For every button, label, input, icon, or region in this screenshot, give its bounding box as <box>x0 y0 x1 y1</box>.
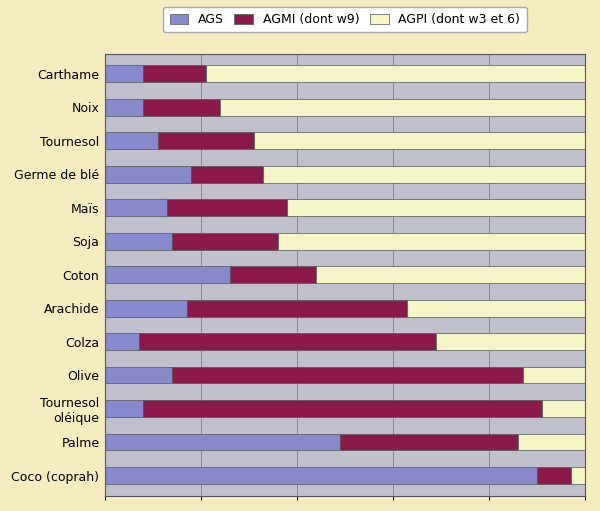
Bar <box>287 199 585 216</box>
Bar <box>571 467 585 484</box>
Bar <box>143 99 220 115</box>
Bar <box>187 300 407 316</box>
Bar <box>316 266 585 283</box>
Bar <box>191 166 263 182</box>
Bar <box>105 400 143 417</box>
Bar <box>105 266 230 283</box>
Bar <box>407 300 585 316</box>
Bar <box>537 467 571 484</box>
Legend: AGS, AGMI (dont w9), AGPI (dont w3 et 6): AGS, AGMI (dont w9), AGPI (dont w3 et 6) <box>163 7 527 32</box>
Bar <box>105 65 143 82</box>
Bar <box>105 300 187 316</box>
Bar <box>206 65 585 82</box>
Bar <box>278 233 585 249</box>
Bar <box>143 400 542 417</box>
Bar <box>436 333 585 350</box>
Bar <box>263 166 585 182</box>
Bar <box>105 467 537 484</box>
Bar <box>523 367 585 383</box>
Bar <box>542 400 585 417</box>
Bar <box>105 367 172 383</box>
Bar <box>220 99 585 115</box>
Bar <box>172 367 523 383</box>
Bar <box>105 233 172 249</box>
Bar <box>340 434 518 451</box>
Bar <box>105 199 167 216</box>
Bar <box>105 166 191 182</box>
Bar <box>105 333 139 350</box>
Bar <box>158 132 254 149</box>
Bar <box>105 99 143 115</box>
Bar <box>230 266 316 283</box>
Bar <box>167 199 287 216</box>
Bar <box>105 132 158 149</box>
Bar <box>254 132 585 149</box>
Bar <box>105 434 340 451</box>
Bar <box>172 233 278 249</box>
Bar <box>139 333 436 350</box>
Bar <box>518 434 585 451</box>
Bar <box>143 65 206 82</box>
